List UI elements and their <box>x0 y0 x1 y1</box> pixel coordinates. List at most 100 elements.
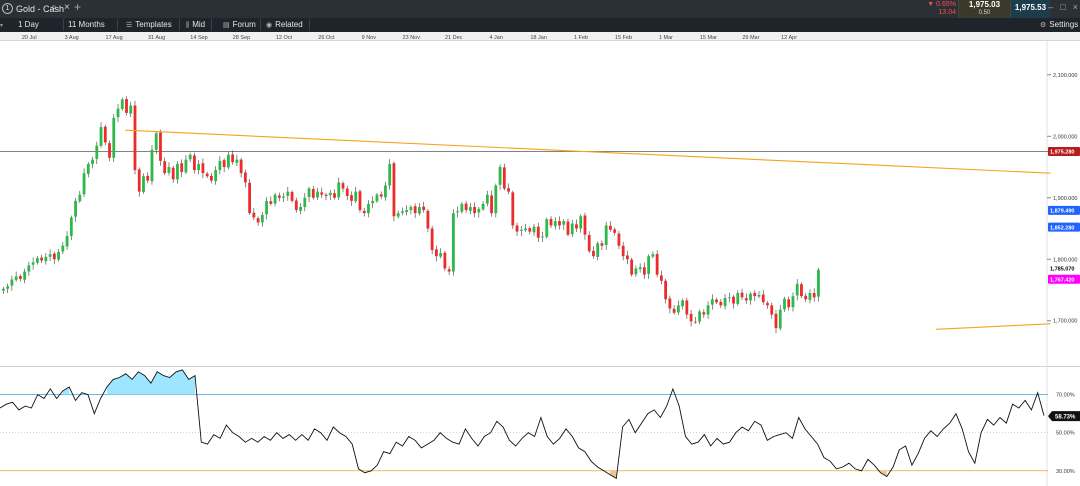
candle-body <box>210 175 213 181</box>
candle-body <box>808 293 812 300</box>
restore-icon[interactable]: □ <box>1060 2 1066 12</box>
price-axis-label: 1,800.000 <box>1053 257 1077 263</box>
candle-body <box>137 169 141 192</box>
buy-button[interactable]: 1,975.53 <box>1010 0 1050 18</box>
candle-body <box>14 276 18 280</box>
candle-body <box>515 225 519 232</box>
candle-body <box>396 213 400 217</box>
current-price-tag: 1,975.280 <box>1050 150 1074 156</box>
templates-button[interactable]: ☰ Templates <box>122 19 180 31</box>
rsi-axis-label: 70.00% <box>1056 393 1075 399</box>
related-button[interactable]: ◉ Related <box>262 19 310 31</box>
candle-body <box>719 301 723 306</box>
candle-body <box>52 253 56 260</box>
candle-body <box>422 206 426 211</box>
candle-body <box>27 265 31 272</box>
candle-body <box>710 299 714 305</box>
rsi-axis-label: 30.00% <box>1056 469 1075 475</box>
candle-body <box>214 170 218 182</box>
candle-body <box>91 159 94 164</box>
minimize-icon[interactable]: – <box>1048 2 1054 12</box>
candle-body <box>18 276 22 279</box>
window-controls: – □ × <box>1048 2 1078 12</box>
search-icon[interactable]: ⌕ <box>51 2 57 13</box>
rsi-line <box>0 369 1045 480</box>
templates-label: Templates <box>135 20 172 29</box>
candle-body <box>282 196 285 198</box>
candle-body <box>647 256 651 274</box>
candle-body <box>426 210 430 229</box>
price-quote: ▼ 0.65% 13.04 1,975.03 0.50 1,975.53 <box>922 0 1050 18</box>
window-titlebar: 1 Gold - Cash ⌕ × + ▼ 0.65% 13.04 1,975.… <box>0 0 1080 18</box>
candle-body <box>791 296 795 308</box>
candle-body <box>286 191 290 196</box>
candle-body <box>333 193 336 198</box>
candle-body <box>757 294 761 297</box>
candle-body <box>235 159 239 163</box>
spread-value: 0.50 <box>978 10 991 16</box>
range-selector[interactable]: 11 Months <box>64 19 118 31</box>
candle-body <box>655 253 659 275</box>
candle-body <box>273 194 277 204</box>
candle-body <box>727 297 731 299</box>
date-tick-label: 1 Feb <box>574 35 588 41</box>
candle-body <box>579 216 583 229</box>
price-tag-bg <box>1048 222 1080 232</box>
date-tick-label: 4 Jan <box>489 35 502 41</box>
candle-body <box>456 211 460 213</box>
candle-body <box>451 213 455 272</box>
candle-body <box>528 228 532 232</box>
add-tab-icon[interactable]: + <box>74 0 82 14</box>
candle-body <box>44 256 48 262</box>
candle-body <box>570 223 574 235</box>
toolbar-dropdown-icon[interactable]: ▾ <box>0 23 4 29</box>
tab-title[interactable]: Gold - Cash <box>16 4 65 14</box>
candle-body <box>638 267 642 270</box>
candle-body <box>587 235 591 252</box>
candle-body <box>702 312 706 315</box>
price-chart[interactable]: 2,100.000 2,000.000 1,900.000 1,800.000 1,70… <box>0 41 1080 486</box>
price-type-button[interactable]: ⫼ Mid <box>182 19 212 31</box>
candle-body <box>642 267 646 275</box>
candle-body <box>405 210 409 213</box>
date-tick-label: 12 Oct <box>276 35 293 41</box>
candle-body <box>180 163 184 172</box>
candle-body <box>57 251 60 260</box>
candle-body <box>375 194 379 202</box>
candle-body <box>316 191 319 198</box>
candle-body <box>418 206 421 214</box>
candle-body <box>715 299 718 303</box>
forum-button[interactable]: ▤ Forum <box>219 19 261 31</box>
price-axis-label: 1,700.000 <box>1053 319 1077 325</box>
candle-body <box>388 163 392 186</box>
candle-body <box>613 229 617 233</box>
interval-label: 1 Day <box>18 20 39 29</box>
candle-body <box>664 280 668 300</box>
close-tab-icon[interactable]: × <box>64 2 70 13</box>
candle-body <box>35 258 39 263</box>
chart-toolbar: ▾ 1 Day 11 Months ☰ Templates ⫼ Mid ▤ Forum… <box>0 18 1080 32</box>
date-tick-label: 17 Aug <box>106 35 123 41</box>
settings-button[interactable]: ⚙ Settings <box>1036 19 1080 31</box>
close-window-icon[interactable]: × <box>1072 2 1078 12</box>
candle-body <box>154 133 158 150</box>
sell-button[interactable]: 1,975.03 0.50 <box>958 0 1010 18</box>
candle-body <box>243 172 247 183</box>
candle-body <box>447 269 451 272</box>
candle-body <box>706 305 710 315</box>
candle-body <box>125 99 128 113</box>
candle-body <box>222 160 226 168</box>
candle-body <box>532 226 536 233</box>
candle-body <box>519 229 523 231</box>
price-tag: 1,879.490 <box>1050 209 1074 215</box>
candle-body <box>10 279 14 286</box>
candle-body <box>205 173 209 177</box>
date-tick-label: 21 Dec <box>445 35 463 41</box>
related-label: Related <box>275 20 303 29</box>
rsi-value-tag-bg <box>1048 411 1080 422</box>
interval-selector[interactable]: 1 Day <box>14 19 64 31</box>
candle-body <box>324 194 328 196</box>
price-change: ▼ 0.65% 13.04 <box>922 0 958 18</box>
settings-label: Settings <box>1049 20 1079 29</box>
candle-body <box>774 313 778 329</box>
